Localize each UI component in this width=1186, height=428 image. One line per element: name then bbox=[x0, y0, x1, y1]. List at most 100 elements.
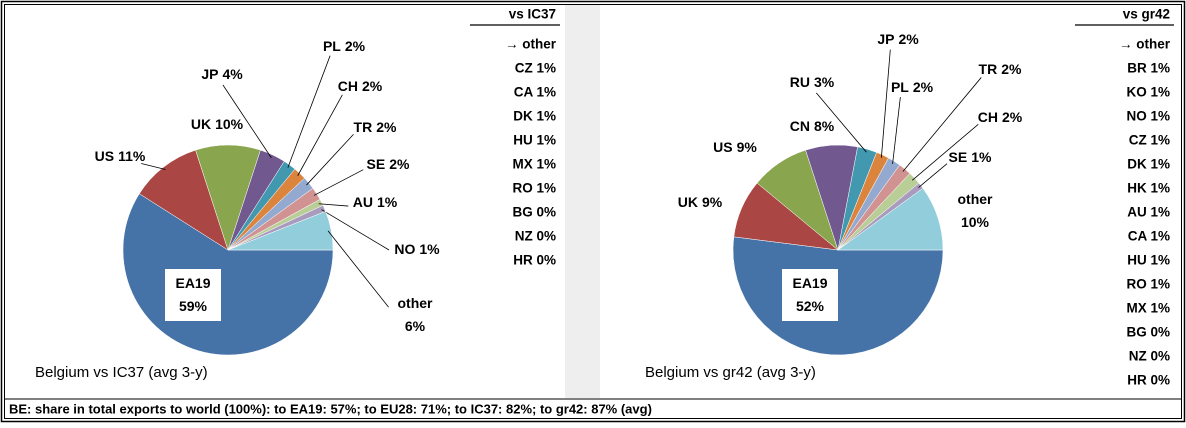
category-label: US bbox=[713, 139, 732, 155]
leader-line bbox=[313, 169, 364, 196]
leader-line bbox=[321, 209, 390, 251]
leader-line bbox=[141, 163, 166, 170]
data-label: JP 4% bbox=[201, 66, 243, 82]
data-label: SE 1% bbox=[949, 149, 992, 165]
list-item: → other bbox=[1119, 37, 1171, 52]
value-label: 9% bbox=[737, 139, 758, 155]
frame-inner bbox=[4, 4, 1182, 419]
category-label: EA19 bbox=[792, 275, 827, 291]
list-item: NZ 0% bbox=[515, 229, 556, 244]
category-label: CH bbox=[978, 109, 998, 125]
list-item: HU 1% bbox=[513, 133, 556, 148]
category-label: SE bbox=[949, 149, 968, 165]
list-item: MX 1% bbox=[512, 157, 556, 172]
value-label: 6% bbox=[405, 318, 426, 334]
data-label: RU 3% bbox=[790, 74, 835, 90]
category-label: RU bbox=[790, 74, 810, 90]
leader-line bbox=[287, 55, 331, 168]
leader-line bbox=[892, 97, 901, 165]
list-item: RO 1% bbox=[1126, 277, 1170, 292]
list-item: RO 1% bbox=[512, 181, 556, 196]
list-item: KO 1% bbox=[1126, 85, 1170, 100]
pie-slice bbox=[732, 236, 944, 356]
leader-line bbox=[880, 49, 891, 158]
leader-line bbox=[918, 163, 948, 188]
data-label: US 11% bbox=[95, 148, 146, 164]
list-title: vs IC37 bbox=[509, 7, 556, 22]
data-label: other 10% bbox=[958, 191, 994, 230]
data-label: UK 9% bbox=[678, 194, 723, 210]
category-label: US bbox=[95, 148, 114, 164]
chart-title: Belgium vs gr42 (avg 3-y) bbox=[645, 364, 816, 381]
category-label: UK bbox=[678, 194, 698, 210]
category-label: CH bbox=[338, 78, 358, 94]
value-label: 1% bbox=[377, 194, 398, 210]
category-label: EA19 bbox=[175, 275, 210, 291]
category-label: TR bbox=[979, 61, 998, 77]
data-label: TR 2% bbox=[354, 119, 397, 135]
value-label: 2% bbox=[376, 119, 397, 135]
value-label: 3% bbox=[814, 74, 835, 90]
value-label: 10% bbox=[961, 214, 990, 230]
value-label: 2% bbox=[898, 31, 919, 47]
leader-line bbox=[318, 203, 349, 207]
list-item: CA 1% bbox=[514, 85, 556, 100]
leader-line bbox=[306, 134, 354, 186]
category-label: JP bbox=[201, 66, 218, 82]
data-label: EA19 52% bbox=[792, 275, 827, 314]
value-label: 1% bbox=[419, 241, 440, 257]
list-item: HU 1% bbox=[1127, 253, 1170, 268]
data-label: PL 2% bbox=[323, 38, 366, 54]
leader-line bbox=[911, 124, 979, 181]
category-label: JP bbox=[877, 31, 894, 47]
data-label: NO 1% bbox=[394, 241, 440, 257]
list-item: CZ 1% bbox=[1129, 133, 1170, 148]
value-label: 2% bbox=[345, 38, 366, 54]
category-label: other bbox=[398, 295, 434, 311]
data-label: JP 2% bbox=[877, 31, 919, 47]
category-label: PL bbox=[891, 79, 909, 95]
list-item: HR 0% bbox=[513, 253, 556, 268]
separator bbox=[565, 4, 600, 398]
list-item: NZ 0% bbox=[1129, 349, 1170, 364]
pie-slice bbox=[837, 187, 944, 251]
leader-line bbox=[222, 84, 272, 159]
leader-line bbox=[297, 94, 343, 176]
category-label: NO bbox=[394, 241, 415, 257]
list-item: MX 1% bbox=[1126, 301, 1170, 316]
list-item: HK 1% bbox=[1127, 181, 1170, 196]
list-item: BR 1% bbox=[1127, 61, 1170, 76]
list-item: CA 1% bbox=[1128, 229, 1170, 244]
value-label: 2% bbox=[1002, 109, 1023, 125]
data-label: other 6% bbox=[398, 295, 434, 334]
data-label: EA19 59% bbox=[175, 275, 210, 314]
data-label: CN 8% bbox=[790, 118, 835, 134]
list-item: HR 0% bbox=[1127, 373, 1170, 388]
data-label: PL 2% bbox=[891, 79, 934, 95]
label-box bbox=[782, 269, 838, 321]
value-label: 52% bbox=[796, 298, 825, 314]
value-label: 59% bbox=[179, 298, 208, 314]
category-label: other bbox=[958, 191, 994, 207]
category-label: CN bbox=[790, 118, 810, 134]
leader-line bbox=[902, 77, 982, 172]
value-label: 2% bbox=[362, 78, 383, 94]
category-label: SE bbox=[367, 156, 386, 172]
list-item: DK 1% bbox=[1127, 157, 1170, 172]
data-label: CH 2% bbox=[338, 78, 383, 94]
category-label: TR bbox=[354, 119, 373, 135]
list-title: vs gr42 bbox=[1123, 7, 1170, 22]
label-box bbox=[165, 269, 221, 321]
list-item: NO 1% bbox=[1126, 109, 1170, 124]
list-item: DK 1% bbox=[513, 109, 556, 124]
list-item: AU 1% bbox=[1127, 205, 1170, 220]
footer: BE: share in total exports to world (100… bbox=[9, 401, 652, 416]
value-label: 9% bbox=[702, 194, 723, 210]
data-label: US 9% bbox=[713, 139, 757, 155]
value-label: 2% bbox=[389, 156, 410, 172]
list-item: → other bbox=[505, 37, 557, 52]
data-label: AU 1% bbox=[353, 194, 398, 210]
category-label: PL bbox=[323, 38, 341, 54]
chart-title: Belgium vs IC37 (avg 3-y) bbox=[35, 364, 208, 381]
